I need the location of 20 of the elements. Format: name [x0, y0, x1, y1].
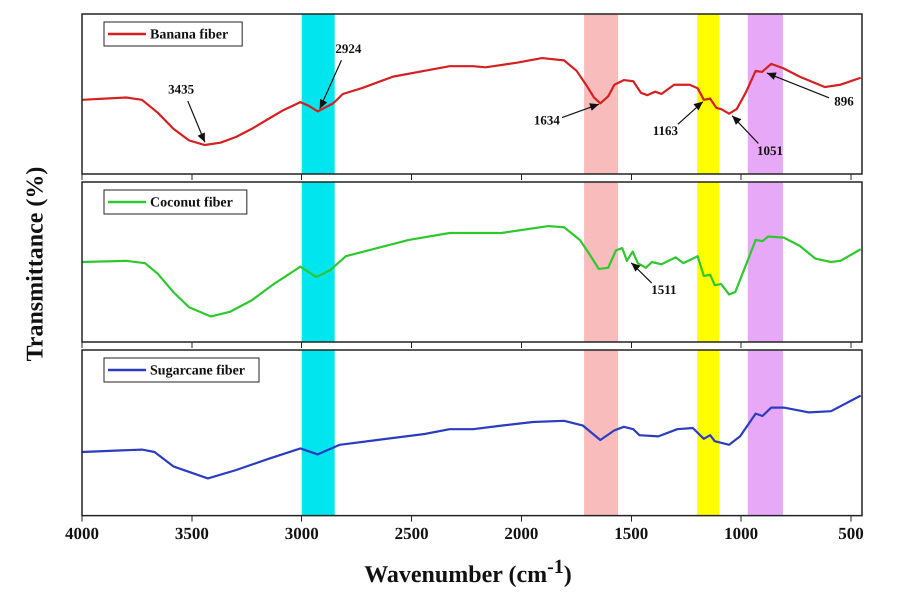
x-tick-label: 3500 [174, 524, 209, 544]
x-tick-label: 1000 [724, 524, 758, 544]
annotation: 1511 [651, 282, 677, 298]
annotation: 896 [834, 93, 854, 108]
x-tick-label: 2000 [504, 524, 538, 544]
annotation: 1634 [534, 112, 560, 128]
annotation: 3435 [168, 81, 195, 96]
legend-label: Banana fiber [150, 28, 228, 43]
annotation: 1051 [756, 143, 783, 158]
x-tick-label: 3000 [284, 524, 319, 544]
x-tick-label: 4000 [65, 524, 99, 544]
x-tick-label: 2500 [394, 524, 429, 544]
annotation: 2924 [335, 40, 362, 56]
x-tick-label: 1500 [614, 524, 648, 544]
x-tick-label: 500 [838, 524, 864, 544]
legend-label: Sugarcane fiber [150, 364, 246, 379]
annotation: 1163 [652, 123, 678, 138]
x-axis-title: Wavenumber (cm$^{-1}$) [363, 556, 573, 589]
y-axis-title: Transmittance (%) [22, 166, 50, 362]
legend-label: Coconut fiber [150, 196, 233, 211]
